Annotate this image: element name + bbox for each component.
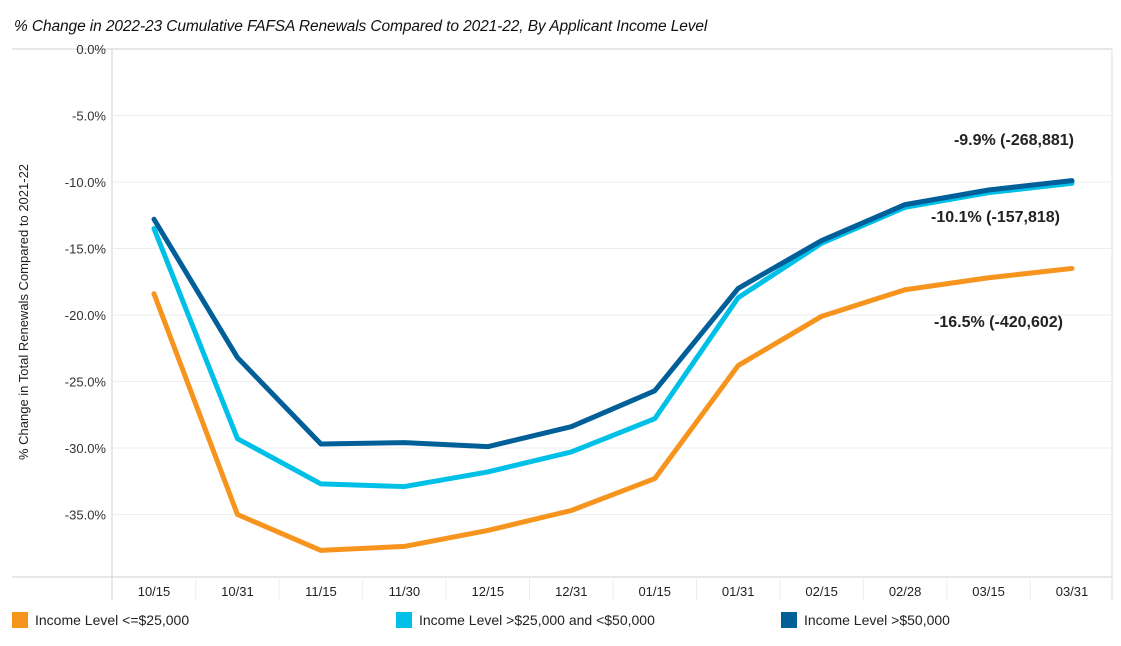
x-axis-ticks: 10/15 10/31 11/15 11/30 12/15 12/31 01/15 01/31… <box>138 577 1089 600</box>
legend-swatch-light-blue <box>396 612 412 628</box>
x-tick-label: 11/15 <box>305 584 337 599</box>
x-tick-label: 12/31 <box>555 584 588 599</box>
legend-label: Income Level >$50,000 <box>804 612 950 628</box>
x-tick-label: 02/28 <box>889 584 922 599</box>
series-lines <box>151 178 1075 553</box>
y-tick-label: -30.0% <box>65 441 107 456</box>
x-tick-label: 03/31 <box>1056 584 1089 599</box>
y-tick-label: -20.0% <box>65 308 107 323</box>
y-tick-label: -10.0% <box>65 175 107 190</box>
x-tick-label: 01/31 <box>722 584 755 599</box>
end-value-label: -9.9% (-268,881) <box>954 132 1074 149</box>
legend-item-mid-income[interactable]: Income Level >$25,000 and <$50,000 <box>396 612 655 628</box>
x-tick-label: 10/15 <box>138 584 171 599</box>
x-tick-label: 03/15 <box>972 584 1005 599</box>
y-axis-label: % Change in Total Renewals Compared to 2… <box>16 164 31 460</box>
y-axis-ticks: 0.0% -5.0% -10.0% -15.0% -20.0% -25.0% -30.0% -… <box>65 42 107 522</box>
end-labels: -16.5% (-420,602) -10.1% (-157,818) -9.9% … <box>931 132 1074 331</box>
x-tick-label: 10/31 <box>221 584 254 599</box>
y-tick-label: -25.0% <box>65 374 107 389</box>
legend-item-low-income[interactable]: Income Level <=$25,000 <box>12 612 189 628</box>
y-tick-label: -35.0% <box>65 507 107 522</box>
x-tick-label: 02/15 <box>805 584 838 599</box>
legend-label: Income Level >$25,000 and <$50,000 <box>419 612 655 628</box>
y-tick-label: -15.0% <box>65 241 107 256</box>
series-line-1 <box>151 180 1075 490</box>
x-tick-label: 11/30 <box>389 584 421 599</box>
series-line-0 <box>151 265 1075 553</box>
chart-title: % Change in 2022-23 Cumulative FAFSA Ren… <box>14 18 708 35</box>
x-tick-label: 01/15 <box>638 584 671 599</box>
x-tick-label: 12/15 <box>472 584 505 599</box>
series-line-2 <box>151 178 1075 450</box>
legend-label: Income Level <=$25,000 <box>35 612 190 628</box>
legend-swatch-dark-blue <box>781 612 797 628</box>
end-value-label: -16.5% (-420,602) <box>934 314 1063 331</box>
legend-swatch-orange <box>12 612 28 628</box>
legend-item-high-income[interactable]: Income Level >$50,000 <box>781 612 950 628</box>
y-tick-label: 0.0% <box>76 42 106 57</box>
plot-frame <box>12 48 1113 600</box>
gridlines <box>112 114 1112 515</box>
y-tick-label: -5.0% <box>72 108 106 123</box>
end-value-label: -10.1% (-157,818) <box>931 209 1060 226</box>
